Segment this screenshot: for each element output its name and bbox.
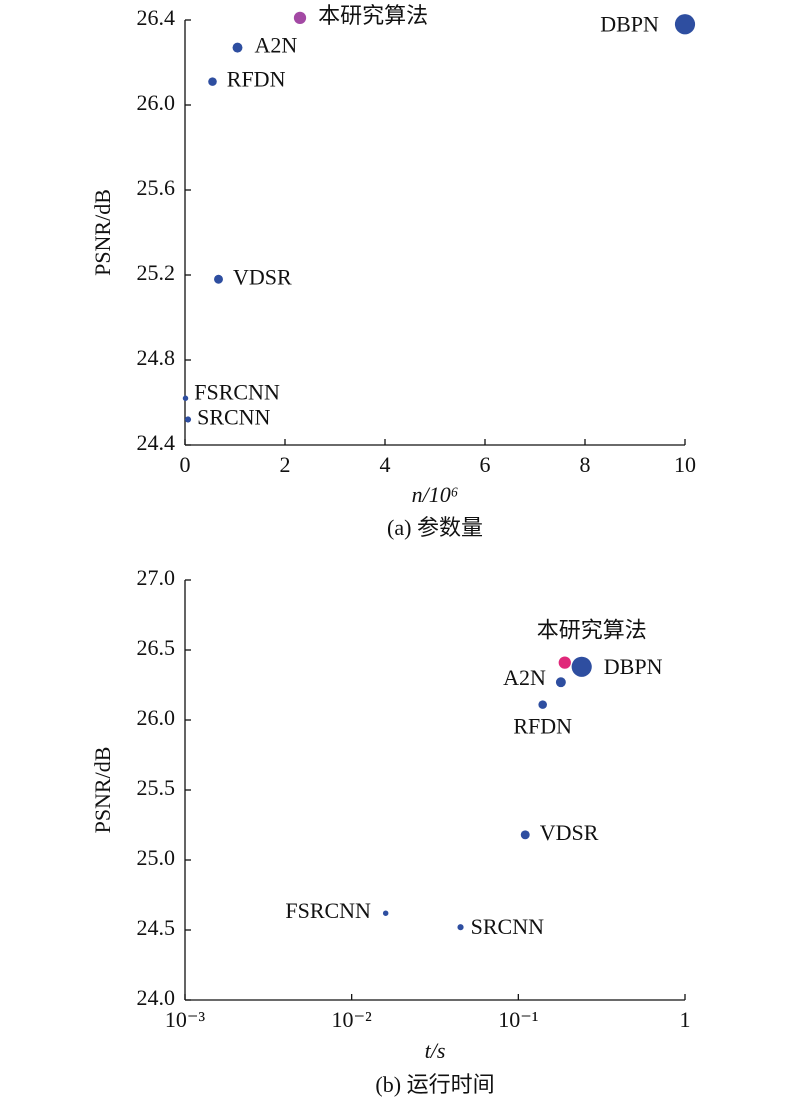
y-tick-label: 24.5 xyxy=(137,915,176,940)
point-label: VDSR xyxy=(540,820,599,845)
y-axis-label: PSNR/dB xyxy=(90,189,115,276)
y-tick-label: 24.8 xyxy=(137,345,176,370)
y-tick-label: 27.0 xyxy=(137,565,176,590)
y-tick-label: 26.0 xyxy=(137,90,176,115)
point-label: FSRCNN xyxy=(194,379,280,404)
point-label: A2N xyxy=(254,33,297,58)
point xyxy=(558,656,571,669)
point-label: RFDN xyxy=(227,67,286,92)
point xyxy=(184,416,192,423)
point xyxy=(674,14,696,35)
point xyxy=(214,274,223,284)
y-tick-label: 25.5 xyxy=(137,775,176,800)
point-label: FSRCNN xyxy=(285,898,371,923)
y-tick-label: 25.2 xyxy=(137,260,176,285)
point-label: VDSR xyxy=(233,264,292,289)
y-tick-label: 26.4 xyxy=(137,5,176,30)
point xyxy=(457,924,464,931)
point xyxy=(182,395,189,401)
y-tick-label: 25.0 xyxy=(137,845,176,870)
x-axis-label: t/s xyxy=(425,1038,446,1063)
point xyxy=(232,42,243,53)
caption: (b) 运行时间 xyxy=(375,1072,494,1097)
x-tick-label: 10⁻³ xyxy=(165,1007,206,1032)
point xyxy=(208,77,217,86)
y-tick-label: 24.0 xyxy=(137,985,176,1010)
x-tick-label: 10 xyxy=(674,452,696,477)
point-label: 本研究算法 xyxy=(318,3,428,28)
point-label: 本研究算法 xyxy=(537,618,647,643)
x-axis-label: n/10⁶ xyxy=(412,482,459,507)
point xyxy=(538,700,547,709)
point xyxy=(555,677,566,688)
point-label: A2N xyxy=(503,665,546,690)
point xyxy=(382,910,389,916)
y-tick-label: 25.6 xyxy=(137,175,176,200)
y-tick-label: 26.5 xyxy=(137,635,176,660)
y-tick-label: 26.0 xyxy=(137,705,176,730)
y-axis-label: PSNR/dB xyxy=(90,747,115,834)
point xyxy=(293,11,307,25)
point-label: SRCNN xyxy=(197,405,270,430)
x-tick-label: 1 xyxy=(680,1007,691,1032)
x-tick-label: 8 xyxy=(580,452,591,477)
x-tick-label: 6 xyxy=(480,452,491,477)
point xyxy=(571,656,592,677)
x-tick-label: 10⁻¹ xyxy=(498,1007,538,1032)
point-label: DBPN xyxy=(604,654,663,679)
x-tick-label: 10⁻² xyxy=(332,1007,373,1032)
point xyxy=(520,830,530,840)
caption: (a) 参数量 xyxy=(387,515,483,540)
y-tick-label: 24.4 xyxy=(137,430,176,455)
point-label: RFDN xyxy=(513,714,572,739)
x-tick-label: 2 xyxy=(280,452,291,477)
x-tick-label: 0 xyxy=(180,452,191,477)
x-tick-label: 4 xyxy=(380,452,391,477)
point-label: SRCNN xyxy=(471,914,544,939)
point-label: DBPN xyxy=(600,11,659,36)
